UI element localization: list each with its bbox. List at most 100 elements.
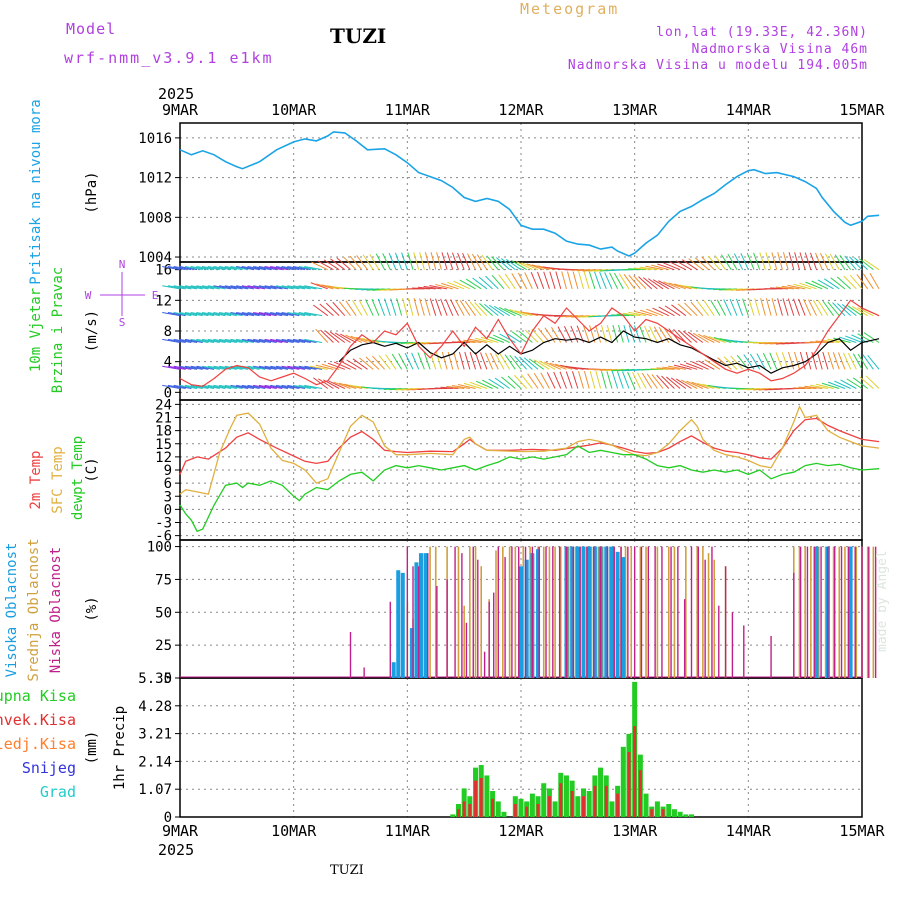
precip-bar-convective xyxy=(570,791,574,817)
wind-barb xyxy=(692,332,709,343)
y-tick-label: 3 xyxy=(164,489,172,505)
wind-barb xyxy=(804,252,812,270)
wind-barb xyxy=(478,276,493,290)
wind-barb xyxy=(173,365,192,370)
wind-barb xyxy=(808,299,817,316)
wind-barb xyxy=(173,266,192,271)
wind-barb xyxy=(441,282,459,290)
wind-barb xyxy=(769,352,778,370)
wind-barb xyxy=(691,381,709,389)
wind-barb xyxy=(844,255,857,270)
wind-barb xyxy=(459,279,476,290)
precip-bar-convective xyxy=(650,809,654,817)
time-tick-bottom-15MAR: 15MAR xyxy=(839,822,885,840)
wind-barb xyxy=(723,356,738,370)
precip-axis-label: 1hr Precip xyxy=(112,706,128,790)
y-tick-label: 3.21 xyxy=(138,727,172,743)
wind-barb xyxy=(304,338,323,343)
wind-barb xyxy=(803,299,812,316)
wind-barb xyxy=(841,304,857,317)
y-tick-label: 4 xyxy=(164,355,172,371)
wind-barb xyxy=(236,285,254,290)
precip-bar-total xyxy=(529,793,535,817)
wind-barb xyxy=(343,256,357,271)
wind-barb xyxy=(633,275,647,290)
wind-barb xyxy=(616,313,635,317)
wind-barb xyxy=(451,252,459,270)
wind-barb xyxy=(546,372,556,389)
wind-barb xyxy=(516,261,533,271)
precip-bar-convective xyxy=(468,804,472,817)
wind-barb xyxy=(852,377,868,389)
wind-barb xyxy=(469,381,488,389)
wind-barb xyxy=(656,367,675,370)
wind-barb xyxy=(459,300,471,316)
wind-barb xyxy=(430,252,437,270)
wind-barb xyxy=(491,256,505,271)
precip-bar-total xyxy=(484,775,490,817)
wind-barb xyxy=(334,332,351,343)
cloud-bar-high xyxy=(814,546,819,678)
wind-barb xyxy=(697,301,709,316)
wind-barb xyxy=(595,370,602,389)
wind-barb xyxy=(690,301,704,316)
cloud-bar-high xyxy=(604,546,609,678)
wind-barb xyxy=(651,374,664,389)
meteogram-label: Meteogram xyxy=(520,0,620,18)
wind-barb xyxy=(264,312,283,317)
wind-barb xyxy=(832,302,846,317)
wind-barb xyxy=(787,351,795,370)
temp-axis-label-2m: 2m Temp xyxy=(28,450,44,509)
wind-barb xyxy=(236,266,254,271)
wind-barb xyxy=(651,264,669,271)
wind-barb xyxy=(304,312,323,317)
wind-barb xyxy=(292,384,311,389)
wind-barb xyxy=(298,312,317,317)
wind-barb xyxy=(716,299,727,316)
wind-barb xyxy=(480,336,499,343)
wind-barb xyxy=(475,380,493,389)
wind-barb xyxy=(281,365,300,370)
wind-barb xyxy=(474,337,493,343)
wind-barb xyxy=(658,306,675,317)
wind-barb xyxy=(843,275,857,290)
wind-barb xyxy=(481,254,493,270)
wind-barb xyxy=(678,329,692,343)
wind-barb xyxy=(815,340,834,343)
wind-barb xyxy=(748,298,755,316)
y-tick-label: 6 xyxy=(164,476,172,492)
wind-barb xyxy=(162,384,181,389)
wind-barb xyxy=(853,257,869,271)
wind-barb xyxy=(455,299,465,316)
wind-barb xyxy=(493,305,510,317)
wind-barb xyxy=(730,355,744,370)
precip-bar-total xyxy=(586,791,592,817)
pressure-line xyxy=(179,131,880,257)
wind-barb xyxy=(788,252,795,270)
wind-barb xyxy=(622,312,641,317)
wind-barb xyxy=(639,266,658,271)
wind-barb xyxy=(794,351,800,370)
wind-barb xyxy=(485,352,494,370)
wind-barb xyxy=(304,285,323,290)
wind-barb xyxy=(213,338,232,343)
wind-barb xyxy=(423,352,431,370)
wind-barb xyxy=(817,300,829,316)
wind-barb xyxy=(365,299,374,316)
wind-barb xyxy=(184,285,203,290)
y-tick-label: 1012 xyxy=(138,171,172,187)
wind-barb xyxy=(247,312,266,317)
compass-east: E xyxy=(152,289,159,302)
wind-barb xyxy=(201,285,220,290)
y-tick-label: 16 xyxy=(155,263,172,279)
wind-barb xyxy=(179,285,198,290)
time-tick-top-13MAR: 13MAR xyxy=(612,101,658,119)
y-tick-label: 1004 xyxy=(138,250,172,266)
wind-barb xyxy=(184,384,203,389)
wind-barb xyxy=(505,259,522,271)
precip-bar-total xyxy=(671,809,677,817)
wind-barb xyxy=(572,271,579,289)
wind-barb xyxy=(847,352,857,370)
y-tick-label: 4.28 xyxy=(138,699,172,715)
wind-barb xyxy=(333,381,351,389)
